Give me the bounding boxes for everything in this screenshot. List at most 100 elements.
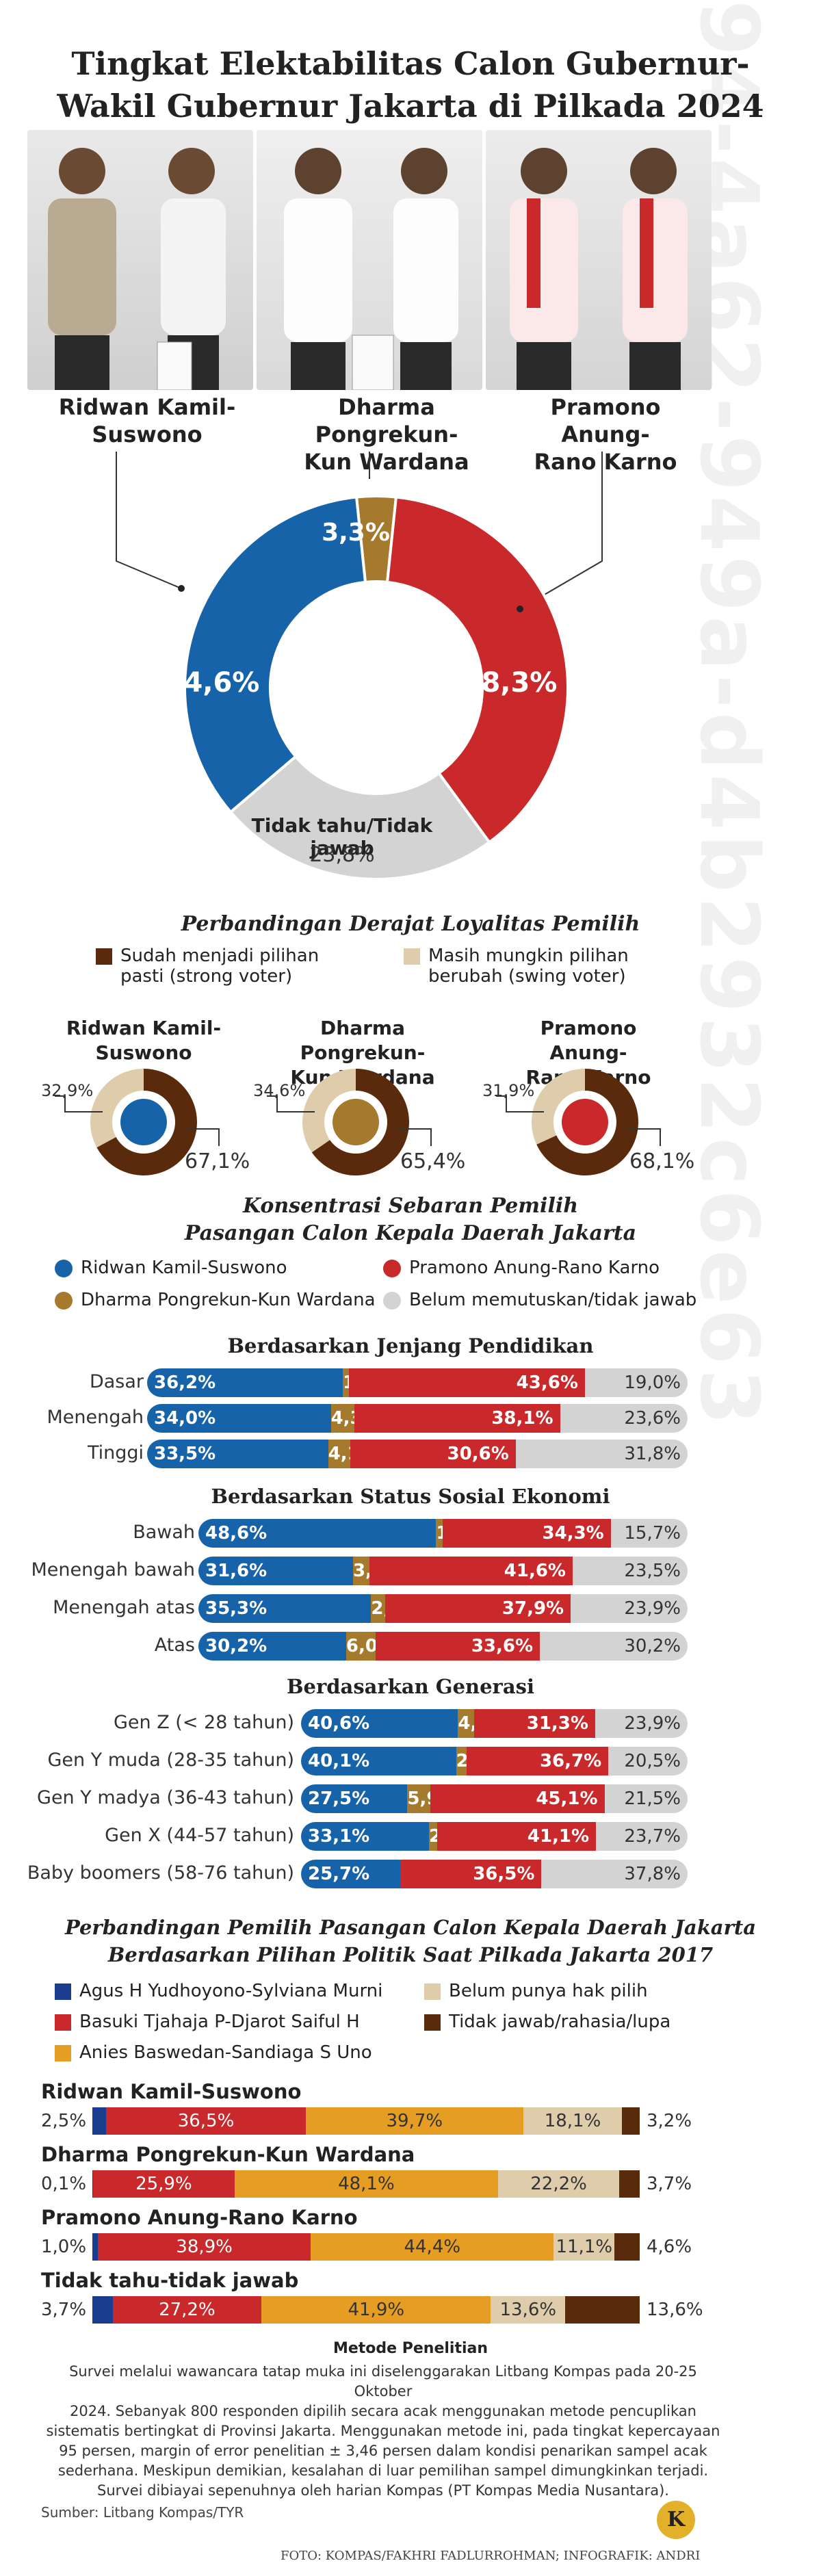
p2017-legend-orange: Anies Baswedan-Sandiaga S Uno [55,2042,372,2063]
candidate-photos [27,130,712,390]
p2017-group-name: Dharma Pongrekun-Kun Wardana [41,2143,415,2166]
p2017-bar-segment: 18,1% [523,2107,623,2135]
donut-label-blue: 34,6% [164,667,260,699]
method-text: Survei melalui wawancara tatap muka ini … [41,2362,725,2501]
p2017-swatch-navy [55,1983,71,2000]
candidate-name-1-line2: Suswono [92,421,203,447]
row-label: Atas [154,1635,195,1656]
bar-segment: 45,1% [430,1784,605,1813]
bar-segment: 40,6% [301,1709,458,1738]
donut-label-gold: 3,3% [322,519,390,547]
conc-legend-gold: Dharma Pongrekun-Kun Wardana [55,1290,376,1310]
bar-segment: 31,3% [474,1709,595,1738]
bar-segment: 1,2% [342,1368,392,1397]
loyalty-name-3-line1: Pramono Anung- [540,1017,637,1064]
photo-dharma-kun [257,130,482,390]
loyalty-swing-1: 32,9% [41,1081,94,1100]
loyalty-strong-2: 65,4% [400,1149,466,1173]
bar-segment: 2,1% [429,1822,478,1851]
method-line2: 2024. Sebanyak 800 responden dipilih sec… [69,2403,696,2419]
donut-label-gray-name: Tidak tahu/Tidak jawab [251,814,433,859]
loyalty-center-1 [120,1099,167,1145]
p2017-bar-segment: 36,5% [106,2107,306,2135]
donut-label-gray-value: 23,8% [309,843,375,867]
method-line4: 95 persen, margin of error penelitian ± … [59,2443,707,2459]
photo-pramono-rano [486,130,712,390]
row-label: Tinggi [87,1442,144,1463]
candidate-name-2-line1: Dharma Pongrekun- [315,394,458,447]
legend-swatch-swing [404,948,420,965]
loyalty-strong-arc-1 [96,1069,197,1175]
photo-ridwan-suswono [27,130,253,390]
row-label: Menengah [47,1407,144,1428]
method-line3: sistematis bertingkat di Provinsi Jakart… [46,2423,720,2439]
bar-segment: 41,1% [436,1822,597,1851]
conc-legend-gray-text: Belum memutuskan/tidak jawab [409,1290,697,1310]
gen-title: Berdasarkan Generasi [287,1675,534,1698]
loyalty-strong-leader-3 [626,1128,661,1146]
conc-legend-red-text: Pramono Anung-Rano Karno [409,1258,660,1278]
legend-dot-blue [55,1260,73,1277]
p2017-bar-segment [92,2296,113,2324]
legend-strong-text: Sudah menjadi pilihan pasti (strong voter… [120,946,319,987]
row-label: Gen X (44-57 tahun) [105,1825,294,1846]
p2017-right-value: 4,6% [647,2237,692,2257]
bar-segment: 23,5% [572,1557,688,1585]
loyalty-swing-2: 34,6% [253,1081,306,1100]
conc-legend-gold-text: Dharma Pongrekun-Kun Wardana [81,1290,376,1310]
legend-strong-line1: Sudah menjadi pilihan [120,946,320,966]
conc-legend-blue: Ridwan Kamil-Suswono [55,1258,287,1278]
row-label: Gen Z (< 28 tahun) [114,1712,294,1733]
legend-swatch-strong [96,948,112,965]
bar-segment: 4,3% [330,1404,380,1433]
loyalty-name-1-line1: Ridwan Kamil- [66,1017,222,1039]
bar-segment: 41,6% [369,1557,573,1585]
loyalty-center-3 [562,1099,608,1145]
bar-segment: 21,5% [604,1784,688,1813]
row-label: Gen Y madya (36-43 tahun) [37,1787,294,1808]
p2017-group-name: Ridwan Kamil-Suswono [41,2080,302,2103]
bar-segment: 19,0% [584,1368,688,1397]
loyalty-swing-arc-1 [90,1069,144,1148]
p2017-bar-segment: 22,2% [497,2170,620,2198]
p2017-bar-segment: 48,1% [234,2170,498,2198]
legend-swing-text: Masih mungkin pilihan berubah (swing vote… [428,946,629,987]
loyalty-strong-3: 68,1% [629,1149,695,1173]
donut-slice-ridwan [183,495,367,814]
bar-segment: 38,1% [354,1404,560,1433]
loyalty-swing-leader-2 [267,1095,315,1113]
p2017-legend-red-text: Basuki Tjahaja P-Djarot Saiful H [79,2012,360,2032]
ses-title: Berdasarkan Status Sosial Ekonomi [211,1485,610,1508]
p2017-bar-segment: 39,7% [306,2107,523,2135]
leader-dot-red [517,606,523,612]
legend-swing-line2: berubah (swing voter) [428,966,626,987]
bar-segment: 36,5% [400,1860,542,1888]
method-line1: Survei melalui wawancara tatap muka ini … [69,2363,697,2399]
bar-segment: 43,6% [349,1368,585,1397]
p2017-bar-segment: 41,9% [261,2296,491,2324]
p2017-bar-segment [92,2170,93,2198]
method-line5: sederhana. Meskipun demikian, kesalahan … [57,2462,709,2479]
p2017-stacked-bar: 36,5% 39,7% 18,1% [92,2107,640,2135]
p2017-legend-beige: Belum punya hak pilih [424,1981,648,2001]
loyalty-swing-arc-2 [302,1069,356,1153]
donut-slice-pramono [385,495,569,844]
bar-segment: 1,4% [436,1519,486,1548]
source-text: Sumber: Litbang Kompas/TYR [41,2504,244,2521]
p2017-right-value: 3,7% [647,2174,692,2194]
p2017-title-line1: Perbandingan Pemilih Pasangan Calon Kepa… [64,1916,757,1939]
bar-segment: 33,1% [301,1822,429,1851]
p2017-left-value: 1,0% [41,2237,87,2257]
legend-dot-red [383,1260,401,1277]
p2017-legend-brown: Tidak jawab/rahasia/lupa [424,2012,670,2032]
loyalty-strong-arc-3 [536,1069,638,1175]
bar-segment: 36,7% [466,1747,609,1775]
p2017-stacked-bar: 25,9% 48,1% 22,2% [92,2170,640,2198]
bar-segment: 15,7% [610,1519,688,1548]
conc-legend-gray: Belum memutuskan/tidak jawab [383,1290,696,1310]
method-line6: Survei dibiayai sepenuhnya oleh harian K… [97,2482,669,2499]
credit-text: FOTO: KOMPAS/FAKHRI FADLURROHMAN; INFOGR… [281,2549,701,2563]
stacked-bar: 33,5%4,1%30,6%31,8% [147,1440,688,1468]
row-label: Menengah bawah [31,1559,195,1580]
p2017-bar-segment: 11,1% [553,2233,615,2261]
